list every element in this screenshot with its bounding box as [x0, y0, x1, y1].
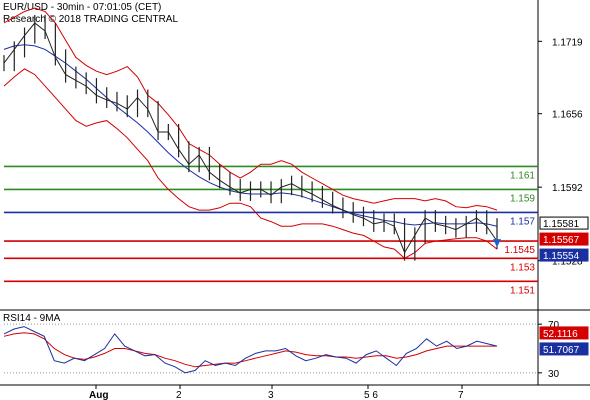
level-label: 1.1545 — [504, 245, 535, 256]
price-badge-label: 1.15554 — [543, 251, 580, 262]
last-price-arrow — [493, 239, 501, 248]
time-axis: Aug 2 3 5 6 7 — [89, 385, 464, 400]
rsi-panel: 70 30 — [3, 320, 560, 380]
rsi-badge-box — [539, 342, 589, 356]
price-tick-label: 1.1592 — [552, 183, 583, 194]
level-label: 1.151 — [510, 285, 535, 296]
price-badge-box — [539, 216, 589, 230]
price-tick-label: 1.1719 — [552, 37, 583, 48]
bollinger-lower-line — [3, 68, 498, 259]
price-badge-box — [539, 248, 589, 262]
rsi-ma-line — [3, 332, 497, 368]
price-badge-box — [539, 232, 589, 246]
price-badges: 1.15581 1.15567 1.15554 52.1116 51.7067 — [539, 216, 589, 356]
time-tick-label: 2 — [176, 390, 182, 400]
rsi-badge-box — [539, 326, 589, 340]
rsi-tick-label: 70 — [548, 320, 560, 331]
rsi-tick-label: 30 — [548, 369, 560, 380]
level-label: 1.159 — [510, 193, 535, 204]
price-axis: 1.1719 1.1656 1.1592 1.1528 — [538, 37, 583, 268]
price-badge-label: 1.15567 — [543, 235, 580, 246]
price-badge-label: 1.15581 — [543, 219, 580, 230]
price-tick-label: 1.1656 — [552, 110, 583, 121]
time-tick-label: 5 6 — [364, 390, 378, 400]
bollinger-upper-line — [3, 7, 498, 211]
rsi-badge-label: 52.1116 — [543, 329, 578, 340]
rsi-panel-title: RSI14 - 9MA — [3, 313, 61, 324]
panel-frame — [0, 0, 590, 386]
time-tick-label: Aug — [89, 390, 108, 400]
chart-header-copyright: Research © 2018 TRADING CENTRAL — [3, 14, 179, 25]
level-lines: 1.161 1.159 1.157 1.1545 1.153 1.151 — [4, 165, 538, 296]
price-line — [3, 22, 498, 254]
level-label: 1.157 — [510, 216, 535, 227]
chart-header-symbol: EUR/USD - 30min - 07:01:05 (CET) — [3, 2, 162, 13]
rsi-badge-label: 51.7067 — [543, 345, 580, 356]
price-tick-label: 1.1528 — [552, 257, 583, 268]
time-tick-label: 7 — [458, 390, 464, 400]
time-tick-label: 3 — [268, 390, 274, 400]
level-label: 1.161 — [510, 170, 535, 181]
price-series — [3, 14, 501, 261]
rsi-line — [3, 326, 498, 374]
level-label: 1.153 — [510, 262, 535, 273]
